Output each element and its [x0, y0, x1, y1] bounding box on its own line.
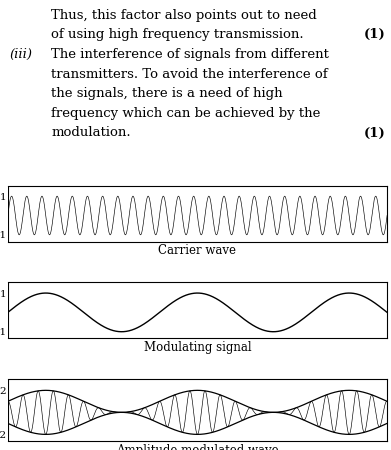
- X-axis label: Carrier wave: Carrier wave: [158, 244, 237, 257]
- Text: (1): (1): [364, 126, 385, 140]
- Text: frequency which can be achieved by the: frequency which can be achieved by the: [52, 107, 321, 120]
- Text: transmitters. To avoid the interference of: transmitters. To avoid the interference …: [52, 68, 328, 81]
- Text: (1): (1): [364, 28, 385, 41]
- Text: The interference of signals from different: The interference of signals from differe…: [52, 48, 329, 61]
- X-axis label: Amplitude modulated wave: Amplitude modulated wave: [116, 444, 279, 450]
- X-axis label: Modulating signal: Modulating signal: [143, 341, 251, 354]
- Text: modulation.: modulation.: [52, 126, 131, 140]
- Text: of using high frequency transmission.: of using high frequency transmission.: [52, 28, 304, 41]
- Text: Thus, this factor also points out to need: Thus, this factor also points out to nee…: [52, 9, 317, 22]
- Text: the signals, there is a need of high: the signals, there is a need of high: [52, 87, 283, 100]
- Text: (iii): (iii): [10, 48, 33, 61]
